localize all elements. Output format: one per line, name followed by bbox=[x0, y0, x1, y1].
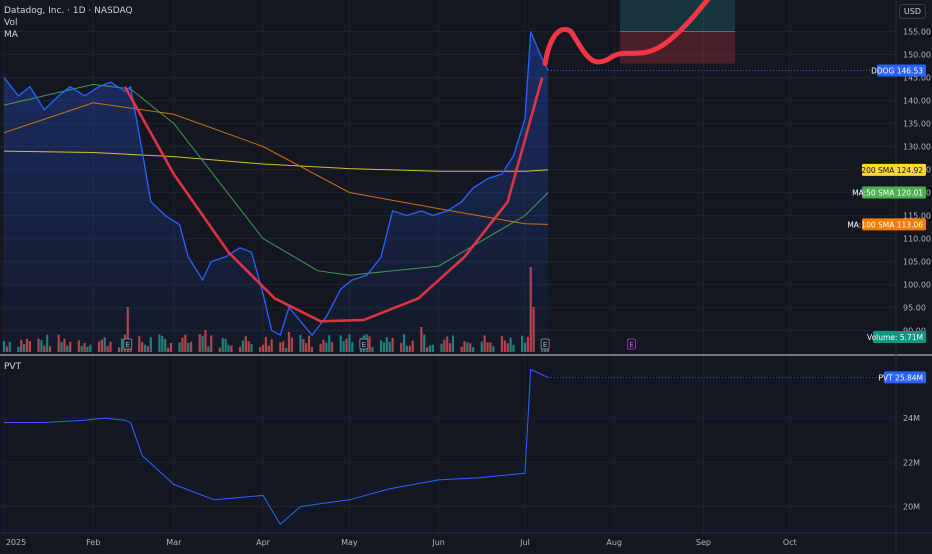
price-tick-label: 150.00 bbox=[903, 51, 931, 60]
cup-pattern-drawing bbox=[123, 77, 544, 323]
time-tick-label: Sep bbox=[696, 538, 711, 547]
time-tick-label: Jul bbox=[519, 538, 530, 547]
price-tick-label: 100.00 bbox=[903, 281, 931, 290]
price-tick-label: 140.00 bbox=[903, 97, 931, 106]
price-tick-label: 115.00 bbox=[903, 212, 931, 221]
handle-forecast-drawing bbox=[542, 0, 711, 67]
price-tick-label: 95.00 bbox=[903, 304, 926, 313]
earnings-marker-label: E bbox=[629, 341, 633, 349]
time-tick-label: Feb bbox=[86, 538, 100, 547]
time-tick-label: Apr bbox=[256, 538, 271, 547]
ma-value-tag-bg bbox=[862, 186, 926, 199]
price-tick-label: 145.00 bbox=[903, 74, 931, 83]
user-drawings[interactable] bbox=[123, 0, 736, 323]
pvt-value-tag-bg bbox=[884, 371, 926, 384]
ma-value-tag-bg bbox=[862, 163, 926, 176]
volume-indicator-label[interactable]: Vol bbox=[4, 18, 18, 28]
volume-value-tag: Volume: 5.71M bbox=[867, 333, 923, 342]
moving-averages bbox=[3, 83, 549, 276]
ma-value-tag: MA:200 SMA 124.92 bbox=[847, 166, 923, 175]
price-line bbox=[3, 31, 549, 337]
price-tick-label: 135.00 bbox=[903, 120, 931, 129]
pvt-legend[interactable]: PVT bbox=[4, 361, 21, 373]
moving-average-line bbox=[3, 102, 549, 225]
ma-indicator-label[interactable]: MA bbox=[4, 30, 18, 40]
pvt-tick-label: 20M bbox=[903, 502, 920, 511]
moving-average-line bbox=[3, 150, 549, 172]
earnings-marker bbox=[626, 338, 636, 350]
long-position-risk-zone bbox=[619, 31, 736, 64]
ma-value-tag: MA:100 SMA 113.06 bbox=[847, 220, 923, 229]
pvt-tick-label: 24M bbox=[903, 414, 920, 423]
moving-average-line bbox=[3, 83, 549, 276]
price-tick-label: 105.00 bbox=[903, 258, 931, 267]
ma-value-tag: MA:50 SMA 120.01 bbox=[852, 188, 923, 197]
long-position-profit-zone bbox=[619, 0, 736, 32]
time-tick-label: 2025 bbox=[6, 538, 26, 547]
pvt-pane bbox=[4, 368, 896, 525]
time-tick-label: May bbox=[341, 538, 358, 547]
price-tick-label: 155.00 bbox=[903, 28, 931, 37]
ma-value-tag-bg bbox=[862, 218, 926, 231]
price-tick-label: 130.00 bbox=[903, 143, 931, 152]
price-tick-label: 110.00 bbox=[903, 235, 931, 244]
axes: 155.00150.00145.00140.00135.00130.00125.… bbox=[6, 28, 931, 548]
price-area bbox=[4, 31, 548, 352]
axis-value-labels: DDOG 146.53 MA:200 SMA 124.92 MA:100 SMA 1… bbox=[847, 64, 926, 384]
time-tick-label: Jun bbox=[431, 538, 445, 547]
pvt-value-tag: PVT 25.84M bbox=[878, 373, 923, 382]
time-tick-label: Oct bbox=[783, 538, 797, 547]
time-tick-label: Mar bbox=[166, 538, 182, 547]
pvt-line bbox=[4, 368, 549, 525]
currency-button[interactable]: USD bbox=[898, 4, 926, 19]
time-tick-label: Aug bbox=[606, 538, 622, 547]
pvt-indicator-label[interactable]: PVT bbox=[4, 362, 22, 372]
last-price-tag-bg bbox=[877, 64, 926, 77]
symbol-title[interactable]: Datadog, Inc. · 1D · NASDAQ bbox=[4, 6, 133, 16]
last-price-tag: DDOG 146.53 bbox=[871, 66, 923, 75]
volume-value-tag-bg bbox=[873, 331, 926, 343]
price-series bbox=[3, 31, 896, 337]
symbol-legend[interactable]: Datadog, Inc. · 1D · NASDAQ Vol MA bbox=[4, 5, 133, 41]
price-area-fill bbox=[4, 31, 548, 352]
pvt-tick-label: 22M bbox=[903, 458, 920, 467]
